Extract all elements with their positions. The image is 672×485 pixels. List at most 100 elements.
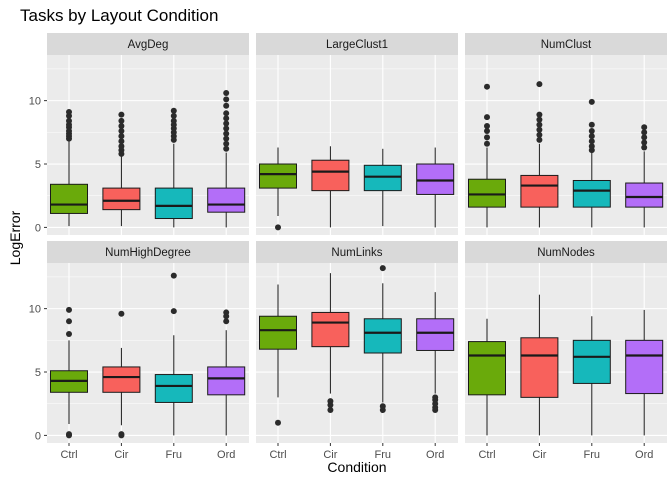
outlier-point: [536, 81, 543, 88]
box-cir: [102, 310, 141, 439]
x-tick-label: Ord: [426, 449, 444, 461]
outlier-point: [223, 102, 230, 109]
box-ord: [416, 292, 455, 414]
outlier-point: [118, 122, 125, 129]
box-body: [50, 183, 88, 214]
outlier-point: [588, 138, 595, 145]
x-tick-label: Ord: [217, 449, 235, 461]
box-body: [311, 159, 350, 192]
outlier-point: [379, 265, 386, 272]
outlier-point: [223, 120, 230, 127]
outlier-point: [118, 310, 125, 317]
box-body: [154, 187, 193, 220]
box-cir: [520, 294, 559, 436]
box-body: [416, 318, 455, 351]
facet-strip: [465, 33, 667, 55]
outlier-point: [223, 96, 230, 103]
outlier-point: [536, 131, 543, 138]
outlier-point: [223, 130, 230, 137]
outlier-point: [118, 143, 125, 150]
facet-strip-label: NumClust: [541, 39, 592, 51]
box-fru: [154, 107, 193, 228]
box-fru: [572, 98, 611, 228]
facet-strip-label: NumHighDegree: [105, 247, 191, 259]
outlier-point: [641, 144, 648, 151]
panel-avgdeg: AvgDeg 0 5 10: [29, 33, 249, 235]
panel-numhighdegree: NumHighDegree 0 5 10 Ctrl Cir Fru Ord: [29, 241, 249, 461]
box-body: [363, 164, 402, 192]
box-cir: [311, 273, 350, 414]
outlier-point: [275, 419, 281, 426]
outlier-point: [588, 128, 595, 135]
box-ctrl: [468, 83, 506, 228]
box-cir: [520, 81, 559, 228]
outlier-point: [432, 394, 439, 401]
box-body: [102, 366, 141, 393]
facet-strip: [256, 33, 458, 55]
x-axis-title: Condition: [327, 459, 386, 475]
x-tick-label: Fru: [375, 449, 392, 461]
outlier-point: [379, 403, 386, 410]
box-body: [520, 337, 559, 398]
facet-strip-label: NumNodes: [537, 247, 595, 259]
outlier-point: [223, 135, 230, 142]
outlier-point: [536, 111, 543, 118]
facet-strip-label: AvgDeg: [128, 39, 169, 51]
outlier-point: [536, 116, 543, 123]
outlier-point: [275, 224, 281, 231]
y-tick-label: 5: [35, 159, 41, 171]
outlier-point: [536, 136, 543, 143]
y-tick-label: 10: [29, 304, 41, 316]
box-ctrl: [50, 306, 88, 439]
box-body: [572, 339, 611, 384]
panel-largeclust1: LargeClust1: [256, 33, 458, 235]
box-body: [259, 163, 297, 189]
outlier-point: [484, 134, 490, 141]
panel-background: [47, 263, 249, 443]
panel-background: [256, 55, 458, 235]
outlier-point: [641, 134, 648, 141]
outlier-point: [588, 121, 595, 128]
box-body: [468, 341, 506, 396]
outlier-point: [223, 125, 230, 132]
box-cir: [311, 146, 350, 228]
box-ctrl: [468, 318, 506, 436]
box-body: [416, 163, 455, 195]
box-body: [572, 179, 611, 208]
panel-numlinks: NumLinks Ctrl Cir Fru Ord: [256, 241, 458, 461]
x-tick-label: Ctrl: [269, 449, 286, 461]
outlier-point: [170, 117, 177, 124]
box-body: [259, 315, 297, 350]
outlier-point: [484, 114, 490, 121]
outlier-point: [170, 112, 177, 119]
outlier-point: [118, 111, 125, 118]
y-tick-label: 5: [35, 367, 41, 379]
outlier-point: [170, 308, 177, 315]
panel-background: [256, 263, 458, 443]
box-fru: [363, 148, 402, 227]
outlier-point: [223, 309, 230, 316]
panel-background: [465, 55, 667, 235]
y-tick-label: 10: [29, 96, 41, 108]
x-tick-label: Cir: [323, 449, 337, 461]
outlier-point: [641, 124, 648, 131]
panel-numclust: NumClust: [465, 33, 667, 235]
box-body: [311, 311, 350, 348]
box-ord: [625, 309, 664, 436]
box-body: [520, 174, 559, 208]
box-ctrl: [50, 109, 88, 227]
y-tick-label: 0: [35, 430, 41, 442]
outlier-point: [170, 107, 177, 114]
y-axis-title: LogError: [7, 210, 23, 265]
outlier-point: [66, 109, 72, 116]
x-tick-label: Fru: [166, 449, 183, 461]
box-ord: [625, 124, 664, 228]
outlier-point: [641, 129, 648, 136]
outlier-point: [327, 398, 334, 405]
facet-strip: [256, 241, 458, 263]
facet-strip-label: LargeClust1: [326, 39, 388, 51]
chart-title: Tasks by Layout Condition: [20, 6, 218, 25]
box-body: [363, 318, 402, 354]
box-fru: [154, 272, 193, 436]
